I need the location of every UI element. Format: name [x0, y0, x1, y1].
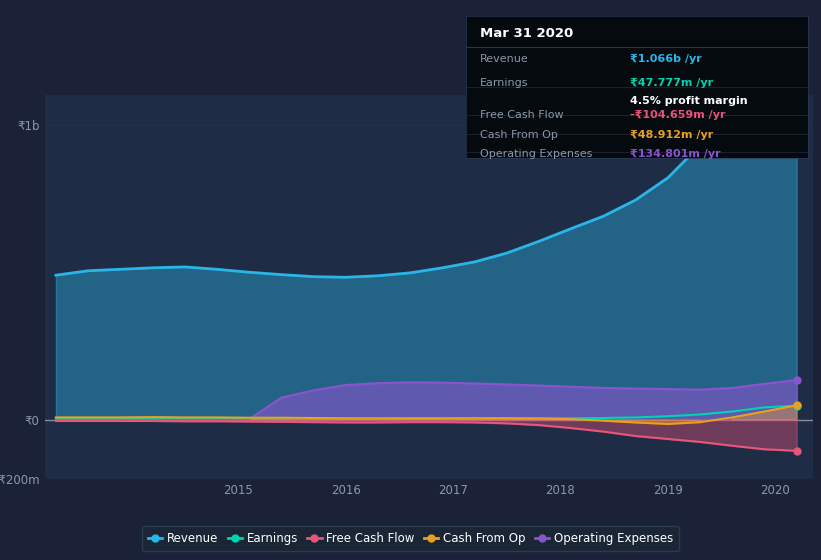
Text: Free Cash Flow: Free Cash Flow	[479, 110, 563, 120]
Text: 4.5% profit margin: 4.5% profit margin	[631, 96, 748, 105]
Text: Cash From Op: Cash From Op	[479, 129, 557, 139]
Text: Earnings: Earnings	[479, 78, 528, 88]
Text: Mar 31 2020: Mar 31 2020	[479, 27, 573, 40]
Text: ₹1.066b /yr: ₹1.066b /yr	[631, 54, 702, 64]
Text: Operating Expenses: Operating Expenses	[479, 150, 592, 160]
Text: ₹48.912m /yr: ₹48.912m /yr	[631, 129, 713, 139]
Text: -₹104.659m /yr: -₹104.659m /yr	[631, 110, 726, 120]
Text: Revenue: Revenue	[479, 54, 529, 64]
Text: ₹134.801m /yr: ₹134.801m /yr	[631, 150, 721, 160]
Legend: Revenue, Earnings, Free Cash Flow, Cash From Op, Operating Expenses: Revenue, Earnings, Free Cash Flow, Cash …	[142, 526, 679, 551]
Text: ₹47.777m /yr: ₹47.777m /yr	[631, 78, 713, 88]
